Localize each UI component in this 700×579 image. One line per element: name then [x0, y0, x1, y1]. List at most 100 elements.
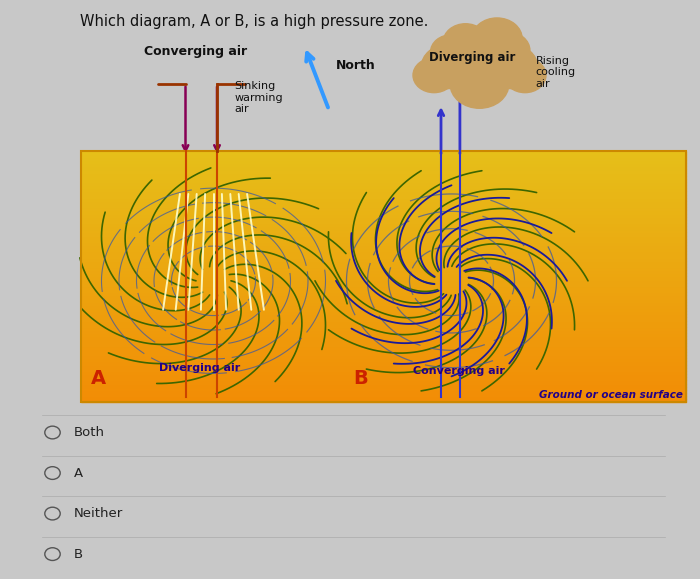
Bar — [80, 151, 686, 153]
Circle shape — [504, 58, 546, 93]
Bar — [80, 371, 686, 374]
Bar — [80, 195, 686, 198]
Text: Diverging air: Diverging air — [429, 52, 516, 64]
Bar — [80, 292, 686, 295]
Bar — [80, 198, 686, 201]
Bar — [80, 343, 686, 346]
Bar — [80, 374, 686, 378]
Bar — [80, 236, 686, 239]
Bar — [80, 163, 686, 166]
Circle shape — [413, 58, 455, 93]
Bar — [80, 324, 686, 327]
Bar — [80, 321, 686, 324]
Bar — [80, 248, 686, 251]
Bar — [80, 380, 686, 383]
Bar — [80, 390, 686, 393]
Bar — [80, 267, 686, 270]
Bar — [80, 378, 686, 380]
Bar — [80, 166, 686, 170]
Bar — [80, 273, 686, 277]
Bar — [80, 207, 686, 210]
Circle shape — [421, 45, 475, 89]
Bar — [80, 283, 686, 286]
Bar — [80, 311, 686, 314]
Bar — [80, 393, 686, 396]
Bar — [80, 336, 686, 339]
Bar — [80, 151, 686, 402]
Text: North: North — [336, 60, 376, 72]
Bar — [80, 185, 686, 188]
Bar — [80, 173, 686, 176]
Bar — [80, 254, 686, 258]
Text: Ground or ocean surface: Ground or ocean surface — [538, 390, 682, 400]
Text: A: A — [74, 467, 83, 479]
Circle shape — [450, 60, 509, 108]
Bar — [80, 361, 686, 365]
Circle shape — [472, 18, 522, 60]
Bar — [80, 280, 686, 283]
Bar — [80, 214, 686, 217]
Bar — [80, 188, 686, 192]
Bar — [80, 153, 686, 157]
Text: Diverging air: Diverging air — [159, 364, 240, 373]
Text: Sinking
warming
air: Sinking warming air — [234, 81, 283, 114]
Bar — [80, 251, 686, 254]
Bar — [80, 179, 686, 182]
Bar — [80, 339, 686, 343]
Bar — [80, 277, 686, 280]
Bar — [80, 160, 686, 163]
Bar — [80, 317, 686, 321]
Circle shape — [485, 32, 530, 69]
Text: Converging air: Converging air — [144, 45, 248, 58]
Bar — [80, 223, 686, 226]
Text: Neither: Neither — [74, 507, 122, 520]
Bar — [80, 295, 686, 299]
Bar — [80, 258, 686, 261]
Bar — [80, 157, 686, 160]
Text: A: A — [91, 369, 106, 388]
Bar — [80, 201, 686, 204]
Bar — [80, 302, 686, 305]
Bar — [80, 305, 686, 308]
Circle shape — [430, 35, 473, 69]
Bar — [80, 349, 686, 352]
Bar — [80, 204, 686, 207]
Bar — [80, 176, 686, 179]
Bar — [80, 299, 686, 302]
Text: B: B — [354, 369, 368, 388]
Bar — [80, 396, 686, 400]
Bar — [80, 226, 686, 229]
Bar — [80, 210, 686, 214]
Bar — [80, 182, 686, 185]
Bar — [80, 327, 686, 330]
Bar — [80, 365, 686, 368]
Text: Which diagram, A or B, is a high pressure zone.: Which diagram, A or B, is a high pressur… — [80, 14, 429, 30]
Bar — [80, 170, 686, 173]
Bar — [80, 270, 686, 273]
Text: B: B — [74, 548, 83, 560]
Bar — [80, 346, 686, 349]
Bar — [80, 232, 686, 236]
Bar — [80, 355, 686, 358]
Bar — [80, 352, 686, 355]
Bar — [80, 264, 686, 267]
Bar — [80, 245, 686, 248]
Bar — [80, 217, 686, 220]
Bar — [80, 220, 686, 223]
Bar — [80, 330, 686, 333]
Bar — [80, 286, 686, 289]
Circle shape — [484, 45, 538, 89]
Bar — [80, 368, 686, 371]
Bar — [80, 239, 686, 242]
Bar — [80, 387, 686, 390]
Bar — [80, 400, 686, 402]
Bar — [80, 261, 686, 264]
Text: Converging air: Converging air — [412, 367, 505, 376]
Text: Both: Both — [74, 426, 104, 439]
Bar — [80, 383, 686, 387]
Bar — [80, 333, 686, 336]
Bar — [80, 314, 686, 317]
Bar — [80, 192, 686, 195]
Bar — [80, 308, 686, 311]
Bar — [80, 229, 686, 232]
